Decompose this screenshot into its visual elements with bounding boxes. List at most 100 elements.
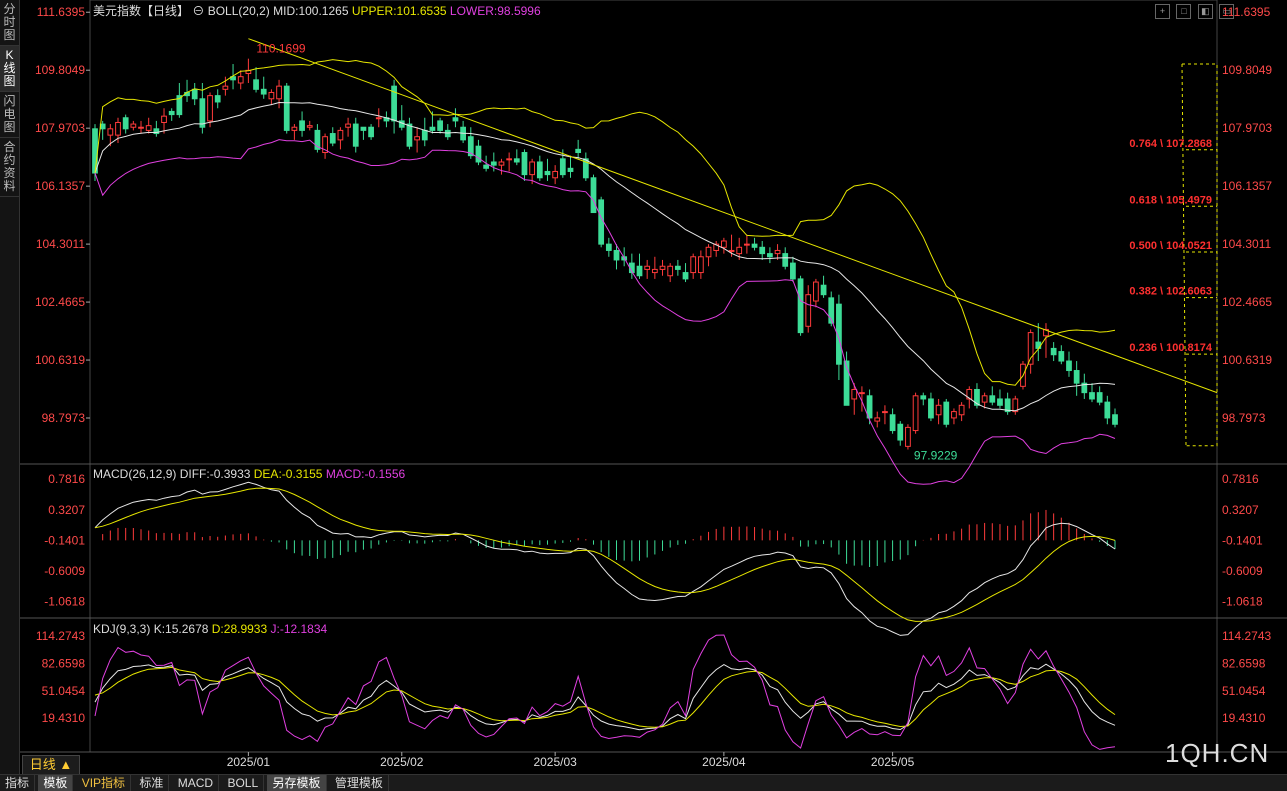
candle-down bbox=[521, 152, 528, 176]
candle-down bbox=[1058, 351, 1065, 362]
candle-down bbox=[605, 243, 612, 251]
candle-down bbox=[836, 303, 842, 365]
crosshair-icon[interactable]: + bbox=[1155, 4, 1170, 19]
tab-standard[interactable]: 标准 bbox=[134, 775, 170, 791]
candle-up bbox=[414, 136, 420, 141]
candle-up bbox=[705, 246, 712, 258]
candle-up bbox=[805, 294, 812, 327]
candle-down bbox=[536, 161, 543, 179]
candle-up bbox=[744, 243, 750, 246]
y-tick-label-right: 104.3011 bbox=[1222, 237, 1271, 251]
y-tick-label-right: 98.7973 bbox=[1222, 411, 1266, 425]
candle-down bbox=[467, 136, 474, 157]
tab-indicators[interactable]: 指标 bbox=[0, 775, 36, 791]
candle-up bbox=[107, 128, 114, 136]
tab-contract-info[interactable]: 合约资料 bbox=[0, 138, 19, 197]
candle-down bbox=[866, 395, 873, 419]
candle-down bbox=[820, 284, 827, 296]
candle-down bbox=[92, 128, 98, 174]
macd-tick-label-left: -0.6009 bbox=[44, 564, 85, 578]
instrument-name: 美元指数【日线】 bbox=[93, 4, 190, 18]
candle-down bbox=[475, 145, 482, 163]
candle-up bbox=[690, 256, 697, 274]
candle-down bbox=[751, 243, 758, 248]
candle-up bbox=[882, 411, 888, 414]
candle-down bbox=[1081, 382, 1088, 394]
boll-mid: MID:100.1265 bbox=[273, 4, 349, 18]
macd-name: MACD(26,12,9) bbox=[93, 467, 177, 481]
candle-up bbox=[1027, 332, 1034, 365]
macd-value: MACD:-0.1556 bbox=[325, 467, 406, 481]
candle-up bbox=[951, 411, 957, 419]
tab-flash[interactable]: 闪电图 bbox=[0, 92, 19, 138]
window-buttons: + □ ◧ ▭ bbox=[1153, 1, 1235, 19]
candle-down bbox=[1104, 401, 1111, 419]
maximize-icon[interactable]: ▭ bbox=[1219, 4, 1235, 19]
tab-manage-templates[interactable]: 管理模板 bbox=[330, 775, 389, 791]
kdj-j: J:-12.1834 bbox=[270, 622, 328, 636]
tab-save-template[interactable]: 另存模板 bbox=[267, 775, 327, 791]
candle-down bbox=[421, 129, 428, 141]
fib-level-label: 0.500 \ 104.0521 bbox=[1129, 240, 1212, 252]
tab-macd[interactable]: MACD bbox=[173, 775, 220, 791]
candle-down bbox=[582, 158, 589, 179]
candle-down bbox=[590, 177, 597, 214]
boll-lower: LOWER:98.5996 bbox=[449, 4, 541, 18]
candle-up bbox=[651, 268, 658, 274]
candle-up bbox=[659, 265, 666, 270]
candle-down bbox=[1096, 392, 1103, 403]
candle-up bbox=[237, 76, 244, 84]
candle-up bbox=[935, 404, 942, 416]
candle-down bbox=[544, 170, 551, 176]
macd-tick-label-right: -0.1401 bbox=[1222, 533, 1263, 547]
candle-down bbox=[406, 123, 413, 147]
candle-up bbox=[905, 426, 911, 447]
candle-down bbox=[444, 129, 451, 138]
y-tick-label-right: 109.8049 bbox=[1222, 63, 1272, 77]
kdj-tick-label-right: 19.4310 bbox=[1222, 711, 1266, 725]
macd-legend: MACD(26,12,9) DIFF:-0.3933 DEA:-0.3155 M… bbox=[93, 467, 405, 481]
candle-down bbox=[759, 246, 766, 255]
candle-up bbox=[506, 158, 513, 161]
candle-down bbox=[797, 278, 804, 334]
kdj-tick-label-right: 51.0454 bbox=[1222, 684, 1266, 698]
boll-upper: UPPER:101.6535 bbox=[351, 4, 447, 18]
candle-up bbox=[529, 161, 536, 176]
tab-templates[interactable]: 模板 bbox=[38, 775, 74, 791]
restore-icon[interactable]: □ bbox=[1176, 4, 1192, 19]
tab-kline[interactable]: K线图 bbox=[0, 46, 19, 92]
candle-up bbox=[345, 123, 351, 128]
kdj-legend: KDJ(9,3,3) K:15.2678 D:28.9933 J:-12.183… bbox=[93, 622, 327, 636]
fib-level-label: 0.618 \ 105.4979 bbox=[1129, 194, 1212, 206]
y-tick-label-left: 106.1357 bbox=[35, 179, 85, 193]
candle-down bbox=[391, 85, 397, 122]
indicator-settings-icon[interactable]: ⊖ bbox=[192, 4, 205, 18]
candle-down bbox=[429, 126, 436, 131]
candle-down bbox=[943, 401, 950, 425]
period-selector[interactable]: 日线 ▲ bbox=[22, 755, 80, 775]
tab-timeshare[interactable]: 分时图 bbox=[0, 0, 19, 46]
tab-vip-indicators[interactable]: VIP指标 bbox=[77, 775, 132, 791]
tab-boll[interactable]: BOLL bbox=[222, 775, 265, 791]
candle-down bbox=[483, 164, 490, 169]
candle-up bbox=[268, 91, 275, 100]
candle-down bbox=[767, 253, 773, 258]
candle-up bbox=[552, 170, 559, 179]
x-tick-label: 2025/01 bbox=[227, 755, 271, 769]
split-icon[interactable]: ◧ bbox=[1197, 4, 1213, 19]
y-tick-label-right: 107.9703 bbox=[1222, 121, 1272, 135]
y-tick-label-left: 100.6319 bbox=[35, 353, 85, 367]
macd-tick-label-left: 0.3207 bbox=[48, 503, 85, 517]
candle-up bbox=[874, 417, 881, 422]
kdj-tick-label-right: 82.6598 bbox=[1222, 656, 1266, 670]
candle-down bbox=[828, 297, 835, 324]
candle-down bbox=[674, 265, 681, 270]
kdj-name: KDJ(9,3,3) bbox=[93, 622, 151, 636]
candle-up bbox=[115, 121, 121, 136]
y-tick-label-right: 106.1357 bbox=[1222, 179, 1272, 193]
candle-down bbox=[897, 423, 904, 441]
macd-tick-label-right: -0.6009 bbox=[1222, 564, 1263, 578]
candle-up bbox=[276, 85, 282, 100]
x-tick-label: 2025/03 bbox=[533, 755, 577, 769]
